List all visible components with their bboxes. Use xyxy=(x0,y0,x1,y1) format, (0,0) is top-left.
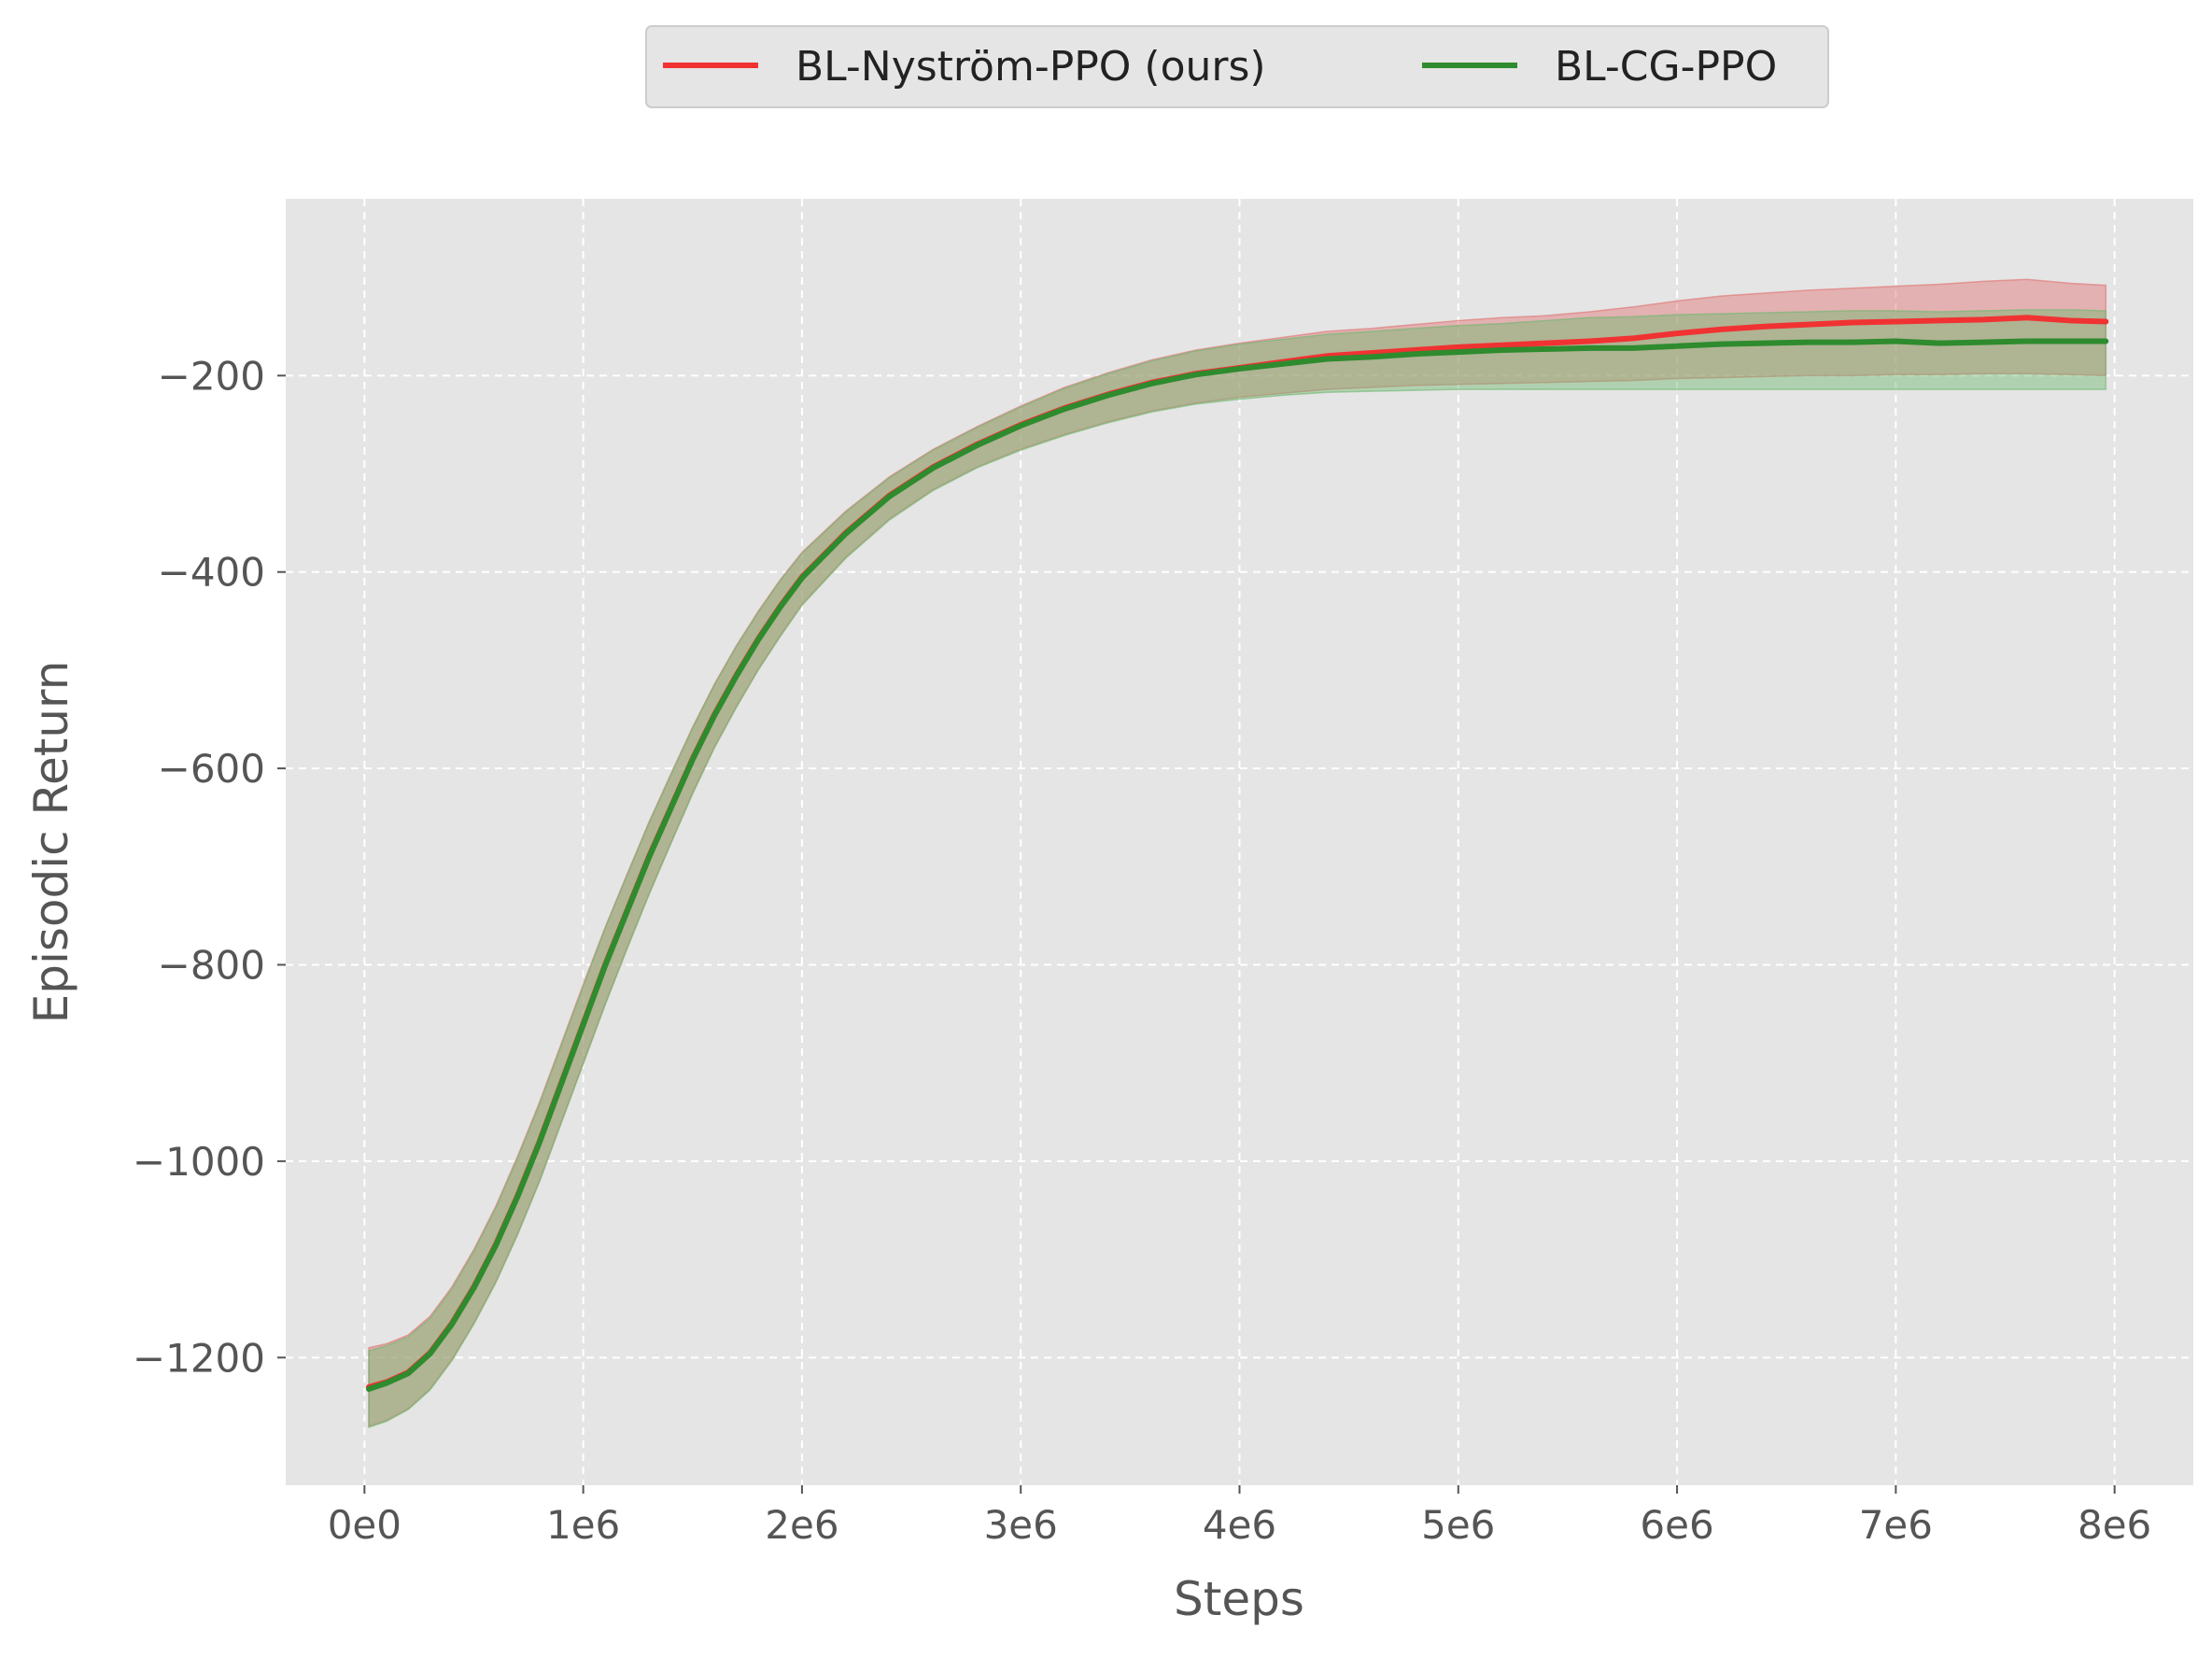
x-axis-label: Steps xyxy=(1174,1572,1304,1626)
confidence-bands xyxy=(368,278,2107,1428)
x-tick-label: 0e0 xyxy=(328,1502,402,1548)
x-axis-ticks: 0e0 1e6 2e6 3e6 4e6 5e6 6e6 7e6 8e6 xyxy=(328,1485,2151,1548)
line-bl-cg-ppo xyxy=(366,338,2109,1392)
legend: BL-Nyström-PPO (ours) BL-CG-PPO xyxy=(645,25,1829,108)
legend-label-bl-cg-ppo: BL-CG-PPO xyxy=(1555,43,1777,91)
x-tick-label: 8e6 xyxy=(2078,1502,2151,1548)
y-tick-label: −200 xyxy=(158,353,265,399)
legend-box xyxy=(645,25,1829,108)
x-tick-label: 5e6 xyxy=(1421,1502,1495,1548)
y-axis-ticks: −200 −400 −600 −800 −1000 −1200 xyxy=(133,353,286,1381)
y-axis-label: Episodic Return xyxy=(24,661,78,1024)
y-tick-label: −600 xyxy=(158,746,265,792)
x-tick-label: 1e6 xyxy=(546,1502,620,1548)
y-tick-label: −400 xyxy=(158,550,265,596)
y-tick-label: −1000 xyxy=(133,1139,265,1185)
y-tick-label: −1200 xyxy=(133,1335,265,1381)
x-tick-label: 4e6 xyxy=(1203,1502,1276,1548)
legend-label-bl-nystrom-ppo: BL-Nyström-PPO (ours) xyxy=(796,43,1266,91)
x-tick-label: 7e6 xyxy=(1859,1502,1933,1548)
series-lines xyxy=(366,315,2109,1392)
x-tick-label: 3e6 xyxy=(984,1502,1058,1548)
y-tick-label: −800 xyxy=(158,942,265,988)
band-bl-cg-ppo xyxy=(368,309,2107,1428)
x-tick-label: 6e6 xyxy=(1640,1502,1713,1548)
x-tick-label: 2e6 xyxy=(765,1502,838,1548)
